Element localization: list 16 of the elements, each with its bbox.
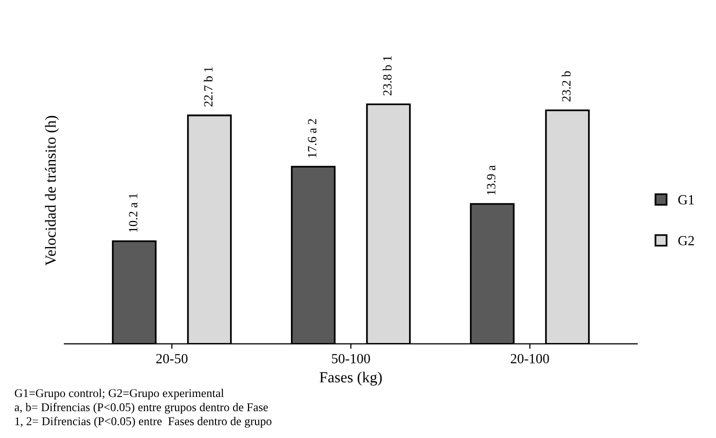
data-label: 17.6 a 2 [308, 119, 316, 158]
x-tick-label: 20-100 [510, 354, 549, 364]
data-label: 23.2 b [562, 71, 571, 102]
text: 1, 2= Difrencias (P<0.05) entre Fases dentro de grupo [15, 416, 272, 428]
data-label: 23.8 b 1 [382, 56, 392, 96]
y-axis-title: Velocidad de tránsito (h) [45, 116, 59, 266]
x-tick-label: 20-50 [156, 354, 188, 364]
legend-label: G1 [678, 195, 694, 204]
legend-label: G2 [678, 236, 694, 246]
x-tick-label: 50-100 [332, 354, 370, 364]
data-label: 22.7 b 1 [204, 67, 213, 106]
data-label: 10.2 a 1 [128, 194, 138, 232]
x-axis-title: Fases (kg) [320, 372, 382, 386]
data-label: 13.9 a [486, 165, 496, 195]
text: G1=Grupo control; G2=Grupo experimental [14, 388, 224, 400]
text: a, b= Difrencias (P<0.05) entre grupos dentro de Fase [14, 402, 268, 414]
